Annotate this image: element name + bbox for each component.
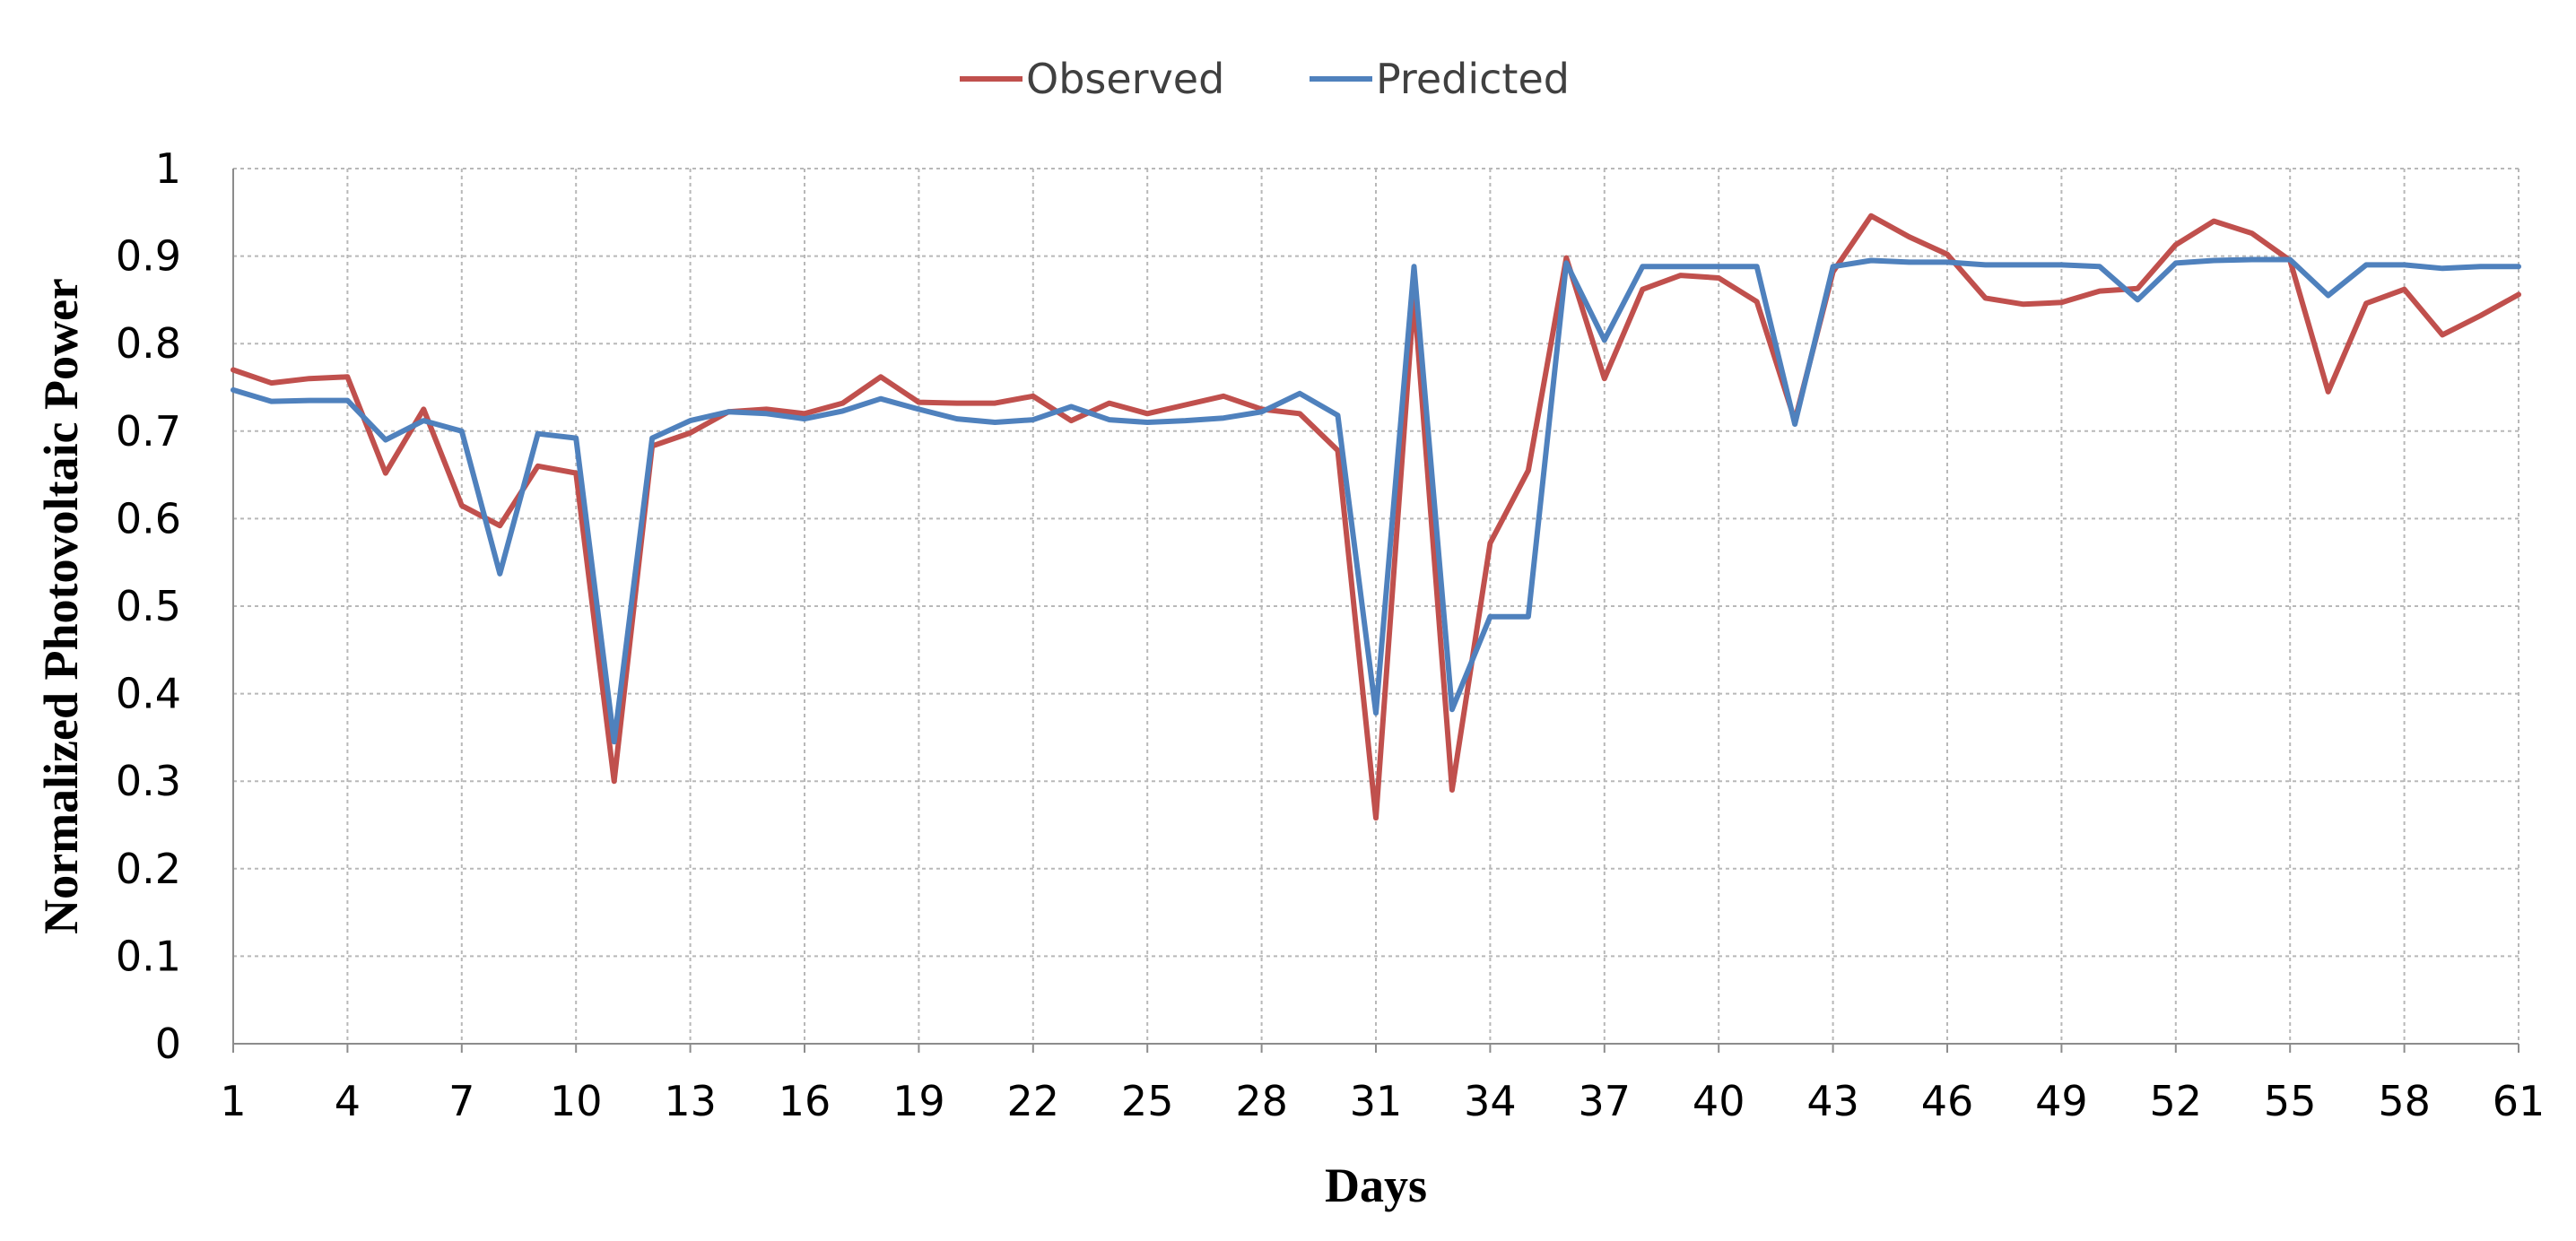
x-tick-label: 43 xyxy=(1806,1077,1859,1125)
x-tick-label: 1 xyxy=(220,1077,246,1125)
grid xyxy=(233,168,2519,1044)
x-tick-label: 61 xyxy=(2493,1077,2546,1125)
y-tick-label: 0.6 xyxy=(116,494,181,542)
x-tick-label: 52 xyxy=(2150,1077,2203,1125)
y-tick-label: 1 xyxy=(155,144,181,193)
y-tick-label: 0.2 xyxy=(116,845,181,893)
x-tick-label: 49 xyxy=(2035,1077,2088,1125)
x-tick-label: 40 xyxy=(1693,1077,1745,1125)
x-axis-title: Days xyxy=(1325,1159,1427,1212)
x-tick-label: 31 xyxy=(1350,1077,1403,1125)
series-line-observed xyxy=(231,213,2521,821)
legend: Observed Predicted xyxy=(960,55,1570,103)
x-tick-label: 34 xyxy=(1464,1077,1517,1125)
x-tick-label: 10 xyxy=(550,1077,603,1125)
x-tick-label: 58 xyxy=(2378,1077,2431,1125)
y-axis-title: Normalized Photovoltaic Power xyxy=(34,278,88,934)
legend-label-observed: Observed xyxy=(1026,55,1224,103)
x-tick-label: 16 xyxy=(779,1077,831,1125)
y-tick-label: 0.3 xyxy=(116,757,181,805)
series-layer xyxy=(231,213,2521,821)
x-tick-label: 28 xyxy=(1235,1077,1288,1125)
y-tick-label: 0.7 xyxy=(116,407,181,456)
x-tick-label: 19 xyxy=(892,1077,945,1125)
x-tick-label: 22 xyxy=(1007,1077,1060,1125)
x-tick-label: 13 xyxy=(664,1077,717,1125)
x-tick-label: 25 xyxy=(1121,1077,1174,1125)
x-tick-label: 55 xyxy=(2264,1077,2317,1125)
x-tick-label: 4 xyxy=(335,1077,361,1125)
y-tick-label: 0.5 xyxy=(116,582,181,630)
series-line-predicted xyxy=(231,256,2521,745)
y-tick-label: 0.1 xyxy=(116,932,181,980)
y-tick-label: 0.9 xyxy=(116,232,181,281)
axes: 0 0.1 0.2 0.3 0.4 0.5 0.6 0.7 0.8 0.9 1 1 4 7 10 13 16 19… xyxy=(116,144,2545,1125)
legend-label-predicted: Predicted xyxy=(1376,55,1570,103)
y-tick-label: 0.8 xyxy=(116,319,181,368)
x-tick-label: 37 xyxy=(1579,1077,1632,1125)
y-tick-label: 0 xyxy=(155,1020,181,1068)
x-tick-label: 46 xyxy=(1921,1077,1974,1125)
y-tick-label: 0.4 xyxy=(116,670,181,718)
x-tick-label: 7 xyxy=(448,1077,474,1125)
